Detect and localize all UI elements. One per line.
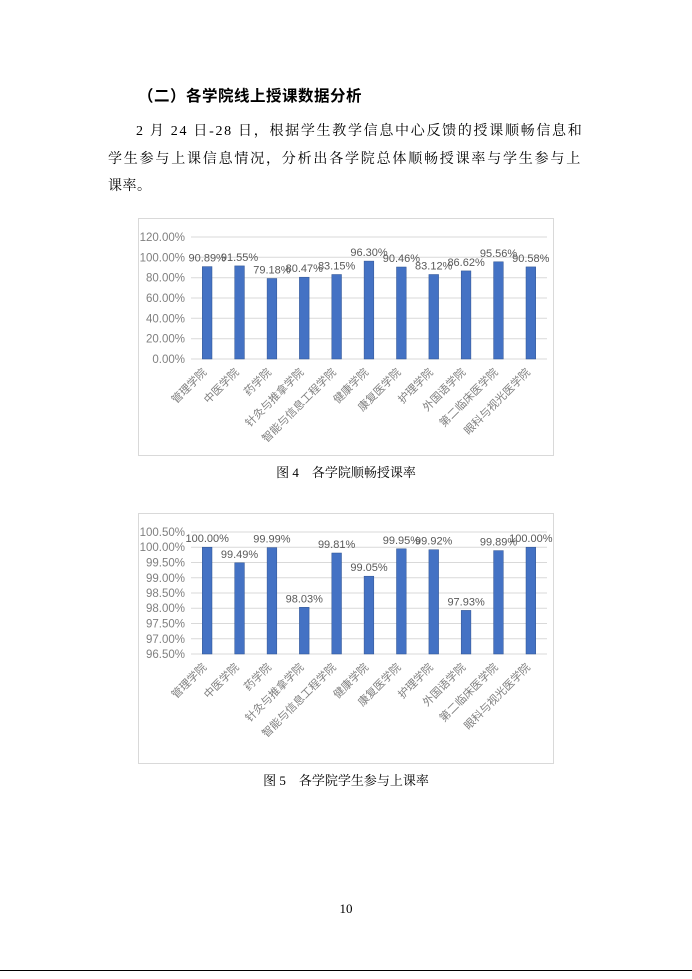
svg-text:120.00%: 120.00%: [140, 232, 185, 244]
svg-text:80.00%: 80.00%: [146, 273, 185, 285]
svg-text:90.58%: 90.58%: [512, 253, 550, 265]
svg-text:0.00%: 0.00%: [152, 354, 185, 366]
svg-text:100.50%: 100.50%: [140, 527, 185, 539]
svg-text:97.50%: 97.50%: [146, 619, 185, 631]
svg-text:20.00%: 20.00%: [146, 334, 185, 346]
svg-text:99.99%: 99.99%: [253, 534, 291, 546]
svg-text:96.50%: 96.50%: [146, 649, 185, 661]
svg-text:97.00%: 97.00%: [146, 634, 185, 646]
svg-text:100.00%: 100.00%: [509, 533, 553, 545]
svg-text:60.00%: 60.00%: [146, 293, 185, 305]
svg-text:100.00%: 100.00%: [185, 533, 229, 545]
svg-text:99.50%: 99.50%: [146, 558, 185, 570]
svg-text:99.00%: 99.00%: [146, 573, 185, 585]
svg-text:100.00%: 100.00%: [140, 542, 185, 554]
svg-text:91.55%: 91.55%: [221, 252, 259, 264]
svg-text:99.92%: 99.92%: [415, 536, 453, 548]
svg-text:98.03%: 98.03%: [286, 593, 324, 605]
svg-text:99.05%: 99.05%: [350, 562, 388, 574]
svg-text:100.00%: 100.00%: [140, 252, 185, 264]
svg-text:99.81%: 99.81%: [318, 539, 356, 551]
svg-text:98.50%: 98.50%: [146, 588, 185, 600]
svg-text:83.15%: 83.15%: [318, 261, 356, 273]
svg-text:99.49%: 99.49%: [221, 549, 259, 561]
svg-text:40.00%: 40.00%: [146, 313, 185, 325]
svg-text:97.93%: 97.93%: [447, 596, 485, 608]
svg-text:98.00%: 98.00%: [146, 603, 185, 615]
